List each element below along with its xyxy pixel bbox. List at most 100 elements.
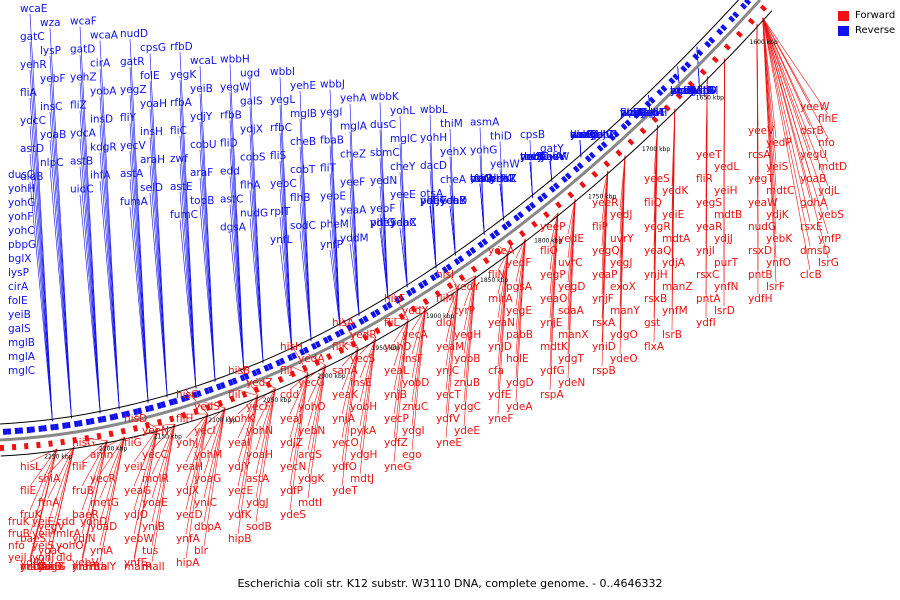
reverse-gene-label: yohG xyxy=(470,144,497,156)
forward-gene-connector xyxy=(185,413,208,535)
forward-gene-connector xyxy=(411,308,426,403)
reverse-feature xyxy=(89,417,95,425)
reverse-gene-connector xyxy=(429,205,437,269)
reverse-gene-label: yegL xyxy=(270,94,295,106)
forward-gene-connector xyxy=(653,125,658,343)
reverse-gene-label: yehZ xyxy=(70,72,97,84)
forward-gene-connector xyxy=(185,413,208,559)
forward-gene-connector xyxy=(133,428,158,463)
reverse-gene-label: yobB xyxy=(620,107,647,119)
reverse-feature xyxy=(728,15,736,23)
forward-feature xyxy=(386,320,393,328)
reverse-feature xyxy=(14,427,20,435)
forward-gene-label: yecE xyxy=(228,485,253,497)
forward-gene-label: blr xyxy=(194,545,209,557)
forward-gene-connector xyxy=(29,448,58,511)
reverse-feature xyxy=(453,257,461,266)
reverse-feature xyxy=(144,405,151,413)
forward-gene-label: rspB xyxy=(592,365,616,377)
forward-feature xyxy=(120,427,126,435)
forward-gene-connector xyxy=(151,424,176,475)
forward-feature xyxy=(458,273,466,282)
forward-gene-label: yoaD xyxy=(90,521,117,533)
forward-swatch xyxy=(838,10,849,21)
reverse-feature xyxy=(417,281,425,290)
reverse-gene-connector xyxy=(49,111,72,419)
reverse-gene-label: cheA xyxy=(440,174,467,186)
reverse-gene-label: yegZ xyxy=(120,84,147,96)
reverse-feature xyxy=(113,413,119,420)
reverse-gene-label: cpsB xyxy=(520,129,545,141)
reverse-gene-label: yeiB xyxy=(8,309,31,321)
forward-gene-label: manX xyxy=(558,329,589,341)
reverse-feature xyxy=(513,214,521,222)
reverse-feature xyxy=(18,427,24,434)
reverse-gene-label: fliS xyxy=(270,150,287,162)
reverse-gene-label: ydjG xyxy=(590,129,614,141)
forward-gene-connector xyxy=(762,17,829,211)
reverse-feature xyxy=(386,301,393,309)
forward-gene-connector xyxy=(151,424,176,451)
reverse-gene-connector xyxy=(628,113,631,119)
forward-gene-label: fliN xyxy=(488,269,505,281)
genome-backbone xyxy=(0,0,762,442)
reverse-gene-connector xyxy=(349,187,360,316)
forward-gene-label: ydgT xyxy=(558,353,585,365)
reverse-gene-connector xyxy=(149,193,168,398)
forward-gene-label: uvrC xyxy=(558,257,583,269)
forward-gene-label: yegE xyxy=(506,305,532,317)
forward-gene-label: ydeE xyxy=(454,425,480,437)
reverse-gene-label: pbpG xyxy=(8,239,36,251)
reverse-gene-label: flhA xyxy=(240,179,261,191)
forward-gene-label: yeaJ xyxy=(280,413,302,425)
forward-gene-label: holE xyxy=(506,353,529,365)
forward-gene-label: yeeT xyxy=(696,149,722,161)
reverse-gene-connector xyxy=(299,230,312,342)
reverse-gene-connector xyxy=(29,181,53,422)
forward-gene-label: hisG xyxy=(72,437,95,449)
forward-feature xyxy=(579,181,587,189)
forward-feature xyxy=(277,375,284,383)
forward-gene-label: hipA xyxy=(176,557,200,569)
reverse-gene-connector xyxy=(129,95,149,403)
reverse-feature xyxy=(600,141,608,149)
reverse-gene-label: fliZ xyxy=(70,100,87,112)
forward-gene-label: yeaK xyxy=(332,389,359,401)
reverse-gene-label: wcaJ xyxy=(670,85,694,97)
reverse-gene-label: mglB xyxy=(290,108,317,120)
forward-gene-label: gdhA xyxy=(800,197,828,209)
forward-gene-label: ydeN xyxy=(558,377,585,389)
forward-feature xyxy=(639,127,647,135)
forward-gene-label: yedY xyxy=(454,281,480,293)
forward-gene-connector xyxy=(549,213,559,247)
reverse-gene-label: wzxC xyxy=(620,107,648,119)
reverse-feature xyxy=(672,73,680,81)
reverse-gene-label: nlpC xyxy=(40,157,64,169)
forward-gene-label: manZ xyxy=(662,281,693,293)
reverse-gene-connector xyxy=(229,204,245,371)
forward-gene-connector xyxy=(81,440,108,511)
reverse-gene-label: yecV xyxy=(120,140,146,152)
forward-gene-label: nfo xyxy=(818,137,835,149)
reverse-feature xyxy=(572,165,580,173)
forward-gene-connector xyxy=(463,275,476,355)
forward-gene-label: fliO xyxy=(540,245,558,257)
reverse-gene-label: astB xyxy=(70,156,93,168)
forward-gene-label: yedE xyxy=(558,233,584,245)
reverse-gene-label: tar xyxy=(590,129,606,141)
forward-gene-label: fliH xyxy=(176,413,193,425)
forward-feature xyxy=(518,230,526,238)
reverse-gene-label: bglX xyxy=(670,85,693,97)
reverse-feature xyxy=(445,263,453,271)
forward-gene-label: fruB xyxy=(8,528,30,540)
forward-gene-label: znuC xyxy=(402,401,428,413)
forward-gene-connector xyxy=(341,348,359,463)
forward-gene-label: yeaP xyxy=(592,269,617,281)
forward-gene-label: hisB xyxy=(228,365,250,377)
reverse-feature xyxy=(505,220,513,228)
reverse-gene-label: cheB xyxy=(290,136,316,148)
forward-feature xyxy=(747,17,755,25)
reverse-gene-label: flhD xyxy=(620,107,641,119)
reverse-feature-lines xyxy=(29,13,701,422)
reverse-gene-labels: wcaE wcaF nudD rfbD wbbH wbbI wbbJ wbbK wbbL asmA… xyxy=(8,3,718,377)
